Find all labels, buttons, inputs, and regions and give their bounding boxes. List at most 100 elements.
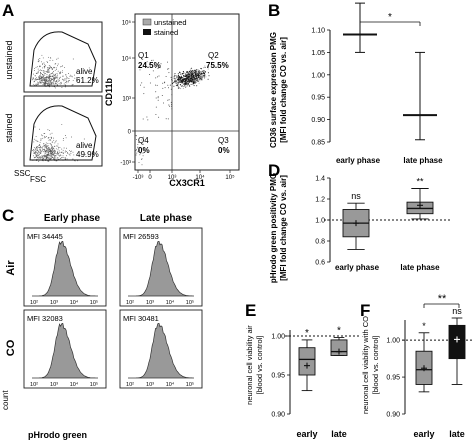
- gating-dot: [40, 150, 42, 151]
- quadrant-dot: [136, 152, 138, 154]
- gating-dot: [55, 83, 57, 85]
- gating-dot: [57, 83, 58, 85]
- gating-dot: [45, 84, 47, 86]
- gating-dot: [47, 148, 49, 150]
- gating-dot: [42, 62, 44, 64]
- gating-dot: [88, 67, 90, 69]
- quadrant-dot: [191, 72, 193, 74]
- gating-dot: [44, 84, 46, 86]
- b-marks: [343, 2, 437, 141]
- gating-dot: [52, 153, 54, 155]
- gating-dot: [43, 62, 45, 64]
- quadrant-dot: [203, 75, 205, 77]
- gating-dot: [36, 84, 38, 86]
- gating-dot: [59, 71, 61, 73]
- quadrant-dot: [193, 75, 195, 77]
- gating-dot: [52, 59, 54, 61]
- q1-value: 24.5%: [138, 61, 161, 70]
- quadrant-dot: [185, 76, 187, 78]
- gating-dot: [52, 149, 53, 151]
- quadrant-dot: [137, 144, 139, 145]
- histogram-curve: [128, 321, 194, 379]
- gating-dot: [46, 79, 48, 80]
- gating-dot: [42, 76, 44, 77]
- gating-dot: [36, 66, 38, 68]
- histogram-curve: [32, 240, 98, 297]
- quadrant-dot: [207, 72, 209, 74]
- y-tick-label: 1.10: [311, 28, 325, 35]
- gating-dot: [42, 63, 43, 65]
- quadrant-dot: [140, 84, 141, 86]
- gating-dot: [78, 81, 80, 83]
- gating-dot: [38, 155, 40, 157]
- gating-dot: [33, 141, 35, 143]
- gating-dot: [58, 158, 60, 160]
- gating-dot: [56, 157, 58, 159]
- gating-dot: [48, 137, 50, 138]
- gating-dot: [44, 66, 46, 68]
- quadrant-dot: [187, 73, 189, 75]
- mfi-label-bg: [122, 231, 160, 241]
- gating-dot: [60, 154, 62, 156]
- gating-dot: [39, 66, 41, 68]
- gating-dot: [43, 71, 45, 73]
- gating-dot: [43, 79, 45, 81]
- quadrant-dots: [135, 59, 210, 166]
- gating-dot: [56, 67, 57, 69]
- gating-dot: [36, 149, 38, 151]
- gating-dot: [50, 79, 52, 81]
- mfi-label: MFI 32083: [27, 314, 63, 323]
- gating-dot: [54, 80, 55, 82]
- gating-dot: [50, 83, 52, 85]
- gating-dot: [61, 123, 63, 125]
- c-x-axis-label: pHrodo green: [28, 430, 87, 440]
- gating-dot: [47, 154, 49, 156]
- quadrant-dot: [207, 78, 209, 80]
- gating-dot: [48, 157, 50, 159]
- gating-dot: [57, 79, 59, 81]
- gating-dot: [68, 73, 70, 74]
- gating-dot: [66, 76, 68, 78]
- quadrant-dot: [180, 73, 182, 75]
- panel-d-chart: pHrodo green positivity PMG [MFI fold ch…: [269, 173, 452, 283]
- quadrant-dot: [191, 69, 193, 71]
- gating-x-axis-label: FSC: [30, 175, 46, 184]
- gating-dot: [49, 149, 51, 150]
- gating-dot: [44, 65, 46, 67]
- gating-dot: [49, 157, 50, 159]
- gating-dot: [49, 74, 51, 76]
- gating-dot: [46, 154, 47, 156]
- gating-dot: [49, 139, 51, 140]
- quadrant-dot: [160, 63, 162, 65]
- gating-dot: [36, 158, 38, 160]
- quadrant-dot: [204, 73, 206, 75]
- quadrant-y-tick-label: -10³: [120, 161, 131, 167]
- quadrant-dot: [176, 80, 178, 82]
- quadrant-dot: [141, 158, 143, 160]
- gating-dot: [43, 67, 45, 69]
- gate-alive-label-1: alive: [76, 67, 93, 76]
- d-marks: ns **: [324, 177, 452, 250]
- gating-dot: [43, 149, 45, 151]
- gating-dot: [40, 72, 42, 74]
- gating-dot: [49, 65, 51, 67]
- quadrant-dot: [162, 82, 164, 84]
- gating-dot: [42, 135, 44, 137]
- gating-dot: [61, 152, 63, 154]
- quadrant-dot: [158, 75, 160, 77]
- quadrant-dot: [173, 81, 175, 83]
- gating-dot: [43, 82, 44, 84]
- gating-dot: [39, 150, 41, 152]
- gating-dot: [65, 84, 66, 86]
- gate-pct-unstained: 61.2%: [76, 76, 99, 85]
- gating-dot: [49, 158, 51, 160]
- quadrant-dot: [201, 77, 202, 79]
- quadrant-dot: [175, 78, 177, 80]
- gating-dot: [47, 137, 49, 139]
- d-ylabel-2: [MFI fold change CO vs. air]: [279, 175, 288, 281]
- quadrant-dot: [201, 79, 203, 81]
- c-row-co: CO: [5, 339, 17, 356]
- mfi-label: MFI 34445: [27, 232, 63, 241]
- gating-dot: [62, 155, 64, 157]
- gating-dot: [48, 71, 50, 73]
